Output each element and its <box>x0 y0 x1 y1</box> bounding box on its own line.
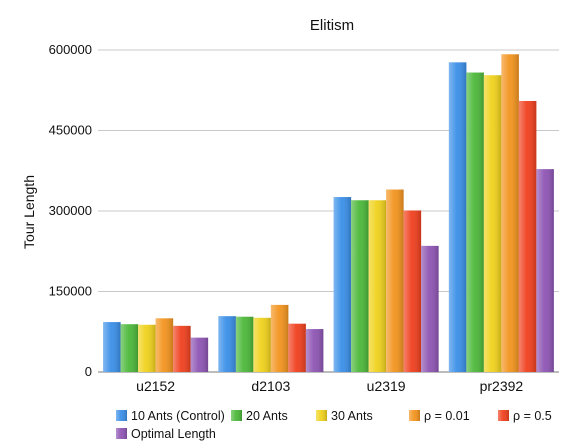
legend-label: 30 Ants <box>331 409 373 423</box>
bar-shading <box>103 322 121 372</box>
chart-title: Elitism <box>310 17 354 34</box>
bar-shading <box>386 189 404 372</box>
legend-label: ρ = 0.5 <box>513 409 552 423</box>
y-tick-label: 300000 <box>49 203 92 218</box>
y-tick-label: 150000 <box>49 284 92 299</box>
x-category-label: d2103 <box>251 378 290 394</box>
legend-label: Optimal Length <box>131 427 216 441</box>
x-category-label: pr2392 <box>480 378 524 394</box>
y-tick-labels: 0 150000 300000 450000 600000 <box>49 42 92 379</box>
legend-label: 10 Ants (Control) <box>131 409 225 423</box>
bar-shading <box>333 197 352 372</box>
bar-shading <box>466 72 484 372</box>
y-tick-label: 0 <box>85 364 92 379</box>
bar-shading <box>155 318 174 372</box>
bar-shading <box>218 316 236 372</box>
bar-shading <box>270 304 289 372</box>
bar-shading <box>253 317 271 372</box>
legend-swatch-shading <box>116 410 127 421</box>
legend-label: ρ = 0.01 <box>424 409 470 423</box>
y-tick-label: 450000 <box>49 123 92 138</box>
bar-shading <box>501 54 519 372</box>
bar-shading <box>368 200 387 372</box>
x-category-label: u2152 <box>136 378 175 394</box>
y-tick-label: 600000 <box>49 42 92 57</box>
legend-swatch-shading <box>116 428 127 439</box>
y-axis-title: Tour Length <box>21 175 37 249</box>
bar-shading <box>518 100 537 372</box>
legend-label: 20 Ants <box>246 409 288 423</box>
legend: 10 Ants (Control) 20 Ants 30 Ants ρ = 0.01 ρ… <box>116 409 552 441</box>
bars <box>103 54 554 373</box>
legend-swatch-shading <box>409 410 420 421</box>
bar-shading <box>190 337 209 372</box>
legend-swatch-shading <box>231 410 242 421</box>
category-labels: u2152 d2103 u2319 pr2392 <box>136 378 523 394</box>
bar-shading <box>483 75 502 373</box>
bar-shading <box>120 324 139 372</box>
bar-shading <box>288 323 306 372</box>
bar-shading <box>421 245 439 372</box>
bar-shading <box>351 200 369 372</box>
x-category-label: u2319 <box>367 378 406 394</box>
bar-shading <box>448 62 467 373</box>
legend-swatch-shading <box>316 410 327 421</box>
bar-shading <box>138 324 156 372</box>
bar-shading <box>173 325 191 372</box>
bar-shading <box>536 169 554 372</box>
bar-shading <box>403 210 422 372</box>
legend-swatch-shading <box>498 410 509 421</box>
bar-shading <box>235 316 254 372</box>
bar-shading <box>305 329 324 372</box>
